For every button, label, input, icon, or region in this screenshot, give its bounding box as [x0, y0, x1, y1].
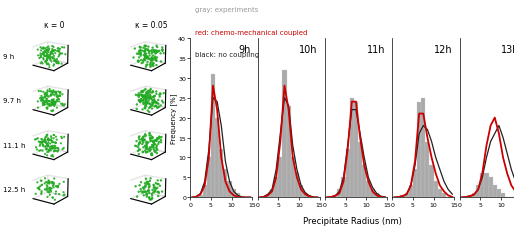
Bar: [207, 158, 211, 197]
Bar: [270, 190, 274, 197]
Bar: [274, 178, 278, 197]
Bar: [405, 193, 409, 197]
Bar: [211, 74, 215, 197]
Bar: [282, 70, 286, 197]
Bar: [421, 98, 426, 197]
Bar: [354, 102, 358, 197]
Bar: [333, 195, 337, 197]
Bar: [358, 142, 362, 197]
Text: 10h: 10h: [299, 45, 318, 55]
Bar: [286, 106, 291, 197]
Bar: [303, 193, 307, 197]
Text: 12.5 h: 12.5 h: [3, 186, 25, 192]
Bar: [337, 190, 341, 197]
Bar: [198, 195, 203, 197]
Bar: [307, 195, 311, 197]
Text: 11.1 h: 11.1 h: [3, 142, 25, 148]
Bar: [484, 174, 488, 197]
Text: 9 h: 9 h: [3, 54, 14, 59]
Bar: [278, 158, 282, 197]
Bar: [224, 170, 228, 197]
Text: κ = 0: κ = 0: [44, 21, 64, 30]
Text: gray: experiments: gray: experiments: [195, 7, 259, 13]
Bar: [362, 166, 366, 197]
Bar: [228, 182, 232, 197]
Bar: [371, 190, 375, 197]
Bar: [203, 186, 207, 197]
Bar: [345, 150, 350, 197]
Bar: [219, 150, 224, 197]
Text: red: chemo-mechanical coupled: red: chemo-mechanical coupled: [195, 30, 308, 35]
Bar: [468, 195, 472, 197]
Bar: [501, 193, 505, 197]
Bar: [291, 158, 295, 197]
Bar: [480, 174, 484, 197]
Text: κ = 0.05: κ = 0.05: [135, 21, 168, 30]
Text: 12h: 12h: [434, 45, 452, 55]
Bar: [299, 186, 303, 197]
Text: black: no coupling: black: no coupling: [195, 52, 260, 58]
Bar: [426, 142, 430, 197]
Bar: [409, 186, 413, 197]
Text: 13h: 13h: [501, 45, 514, 55]
Bar: [266, 195, 270, 197]
Text: Precipitate Radius (nm): Precipitate Radius (nm): [303, 216, 401, 225]
Bar: [442, 193, 446, 197]
Y-axis label: Frequency [%]: Frequency [%]: [170, 93, 177, 143]
Bar: [295, 174, 299, 197]
Bar: [413, 170, 417, 197]
Bar: [375, 193, 379, 197]
Bar: [236, 193, 240, 197]
Bar: [493, 186, 497, 197]
Bar: [341, 178, 345, 197]
Bar: [215, 118, 219, 197]
Bar: [488, 178, 493, 197]
Bar: [400, 195, 405, 197]
Bar: [434, 182, 438, 197]
Bar: [472, 193, 476, 197]
Text: 9h: 9h: [238, 45, 250, 55]
Bar: [366, 182, 371, 197]
Text: 9.7 h: 9.7 h: [3, 98, 21, 104]
Bar: [232, 190, 236, 197]
Bar: [430, 166, 434, 197]
Bar: [476, 186, 480, 197]
Bar: [497, 190, 501, 197]
Bar: [438, 190, 442, 197]
Bar: [417, 102, 421, 197]
Text: 11h: 11h: [366, 45, 385, 55]
Bar: [350, 98, 354, 197]
